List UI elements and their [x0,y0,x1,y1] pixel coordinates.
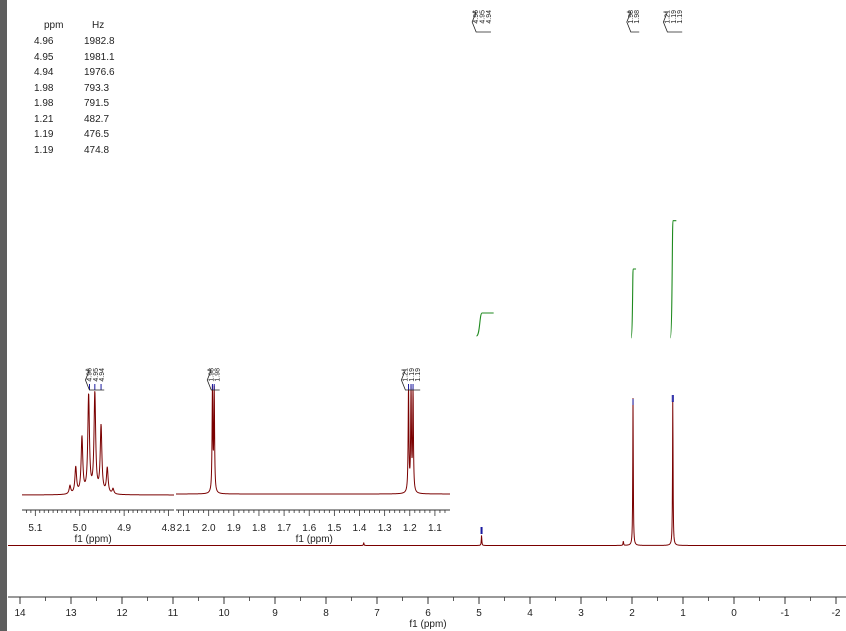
main-peak-label: 1.98 [634,10,641,24]
inset-right-tick-label: 2.1 [177,523,191,534]
inset-right-peak-label: 1.19 [415,368,422,382]
inset-right-tick-label: 1.3 [378,523,392,534]
main-tick-label: 5 [476,608,482,619]
main-tick-label: 13 [65,608,77,619]
main-peak-label: 1.98 [628,10,635,24]
integral-curve [630,268,637,339]
peak-table-header: ppm Hz [28,20,152,34]
hz-cell: 1982.8 [84,36,115,48]
main-tick-label: 12 [116,608,128,619]
peak-table-row: 4.94 1976.6 [28,65,152,81]
inset-right-tick-label: 1.5 [327,523,341,534]
main-peak-label-bracket [626,11,640,33]
ppm-header: ppm [44,20,64,31]
ppm-cell: 1.19 [34,129,54,141]
integral-curve [669,220,677,339]
main-tick-label: 3 [578,608,584,619]
inset-left-tick-label: 4.9 [117,523,131,534]
ppm-cell: 4.95 [34,51,54,63]
inset-left-tick-label: 5.1 [28,523,42,534]
ppm-cell: 1.19 [34,144,54,156]
peak-table-row: 4.95 1981.1 [28,50,152,66]
main-tick-label: 1 [680,608,686,619]
inset-left-peak-label: 4.96 [86,368,93,382]
inset-left-x-axis-label: f1 (ppm) [74,534,111,545]
inset-right-tick-label: 1.6 [302,523,316,534]
inset-right-trace [176,384,450,495]
main-tick-label: 0 [731,608,737,619]
hz-cell: 793.3 [84,82,110,94]
main-x-axis-label: f1 (ppm) [409,619,446,630]
inset-right-tick-label: 1.8 [252,523,266,534]
inset-right-tick-label: 1.4 [353,523,367,534]
peak-table-row: 1.19 474.8 [28,143,152,159]
hz-cell: 482.7 [84,113,110,125]
main-tick-label: 6 [425,608,431,619]
main-spectrum-trace [8,398,846,546]
inset-left-trace [22,391,174,496]
inset-right-tick-label: 1.7 [277,523,291,534]
hz-cell: 476.5 [84,129,110,141]
main-tick-label: -2 [832,608,841,619]
ppm-cell: 1.21 [34,113,54,125]
inset-right-peak-label-bracket [206,369,220,391]
inset-right-x-axis-label: f1 (ppm) [296,534,333,545]
peak-table-row: 4.96 1982.8 [28,34,152,50]
inset-right-peak-label: 1.98 [208,368,215,382]
main-tick-label: 2 [629,608,635,619]
main-tick-label: 14 [14,608,26,619]
main-peak-label: 1.21 [664,10,671,24]
peak-table-row: 1.98 791.5 [28,96,152,112]
ppm-cell: 1.98 [34,82,54,94]
hz-cell: 791.5 [84,98,110,110]
main-tick-label: 11 [168,608,179,619]
inset-left-peak-label: 4.94 [99,368,106,382]
integral-curve [475,312,494,337]
peak-table-row: 1.98 793.3 [28,81,152,97]
peak-table-row: 1.19 476.5 [28,127,152,143]
main-peak-label: 4.96 [473,10,480,24]
hz-cell: 474.8 [84,144,110,156]
main-peak-label: 4.95 [480,10,487,24]
main-peak-label: 4.94 [486,10,493,24]
inset-left-peak-label: 4.95 [93,368,100,382]
main-peak-label: 1.19 [671,10,678,24]
main-peak-label: 1.19 [677,10,684,24]
inset-right-peak-label: 1.21 [402,368,409,382]
inset-left-tick-label: 5.0 [73,523,87,534]
inset-left-tick-label: 4.8 [162,523,176,534]
inset-right-tick-label: 1.9 [227,523,241,534]
ppm-cell: 4.96 [34,36,54,48]
hz-cell: 1976.6 [84,67,115,79]
peak-table-row: 1.21 482.7 [28,112,152,128]
main-tick-label: -1 [781,608,790,619]
hz-cell: 1981.1 [84,51,115,63]
main-tick-label: 9 [272,608,278,619]
peak-table: ppm Hz 4.96 1982.8 4.95 1981.1 4.94 1976.6 … [28,20,152,158]
main-tick-label: 7 [374,608,380,619]
inset-right-tick-label: 2.0 [202,523,216,534]
inset-right-peak-label-bracket [400,369,421,391]
main-tick-label: 8 [323,608,329,619]
inset-right-peak-label: 1.19 [409,368,416,382]
inset-right-tick-label: 1.1 [428,523,442,534]
hz-header: Hz [92,20,105,31]
ppm-cell: 4.94 [34,67,54,79]
inset-left-peak-label-bracket [85,369,105,391]
main-tick-label: 4 [527,608,533,619]
main-peak-label-bracket [471,11,491,33]
window-edge [0,0,7,631]
inset-right-tick-label: 1.2 [403,523,417,534]
inset-right-peak-label: 1.98 [215,368,222,382]
main-tick-label: 10 [218,608,230,619]
ppm-cell: 1.98 [34,98,54,110]
main-peak-label-bracket [662,11,683,33]
